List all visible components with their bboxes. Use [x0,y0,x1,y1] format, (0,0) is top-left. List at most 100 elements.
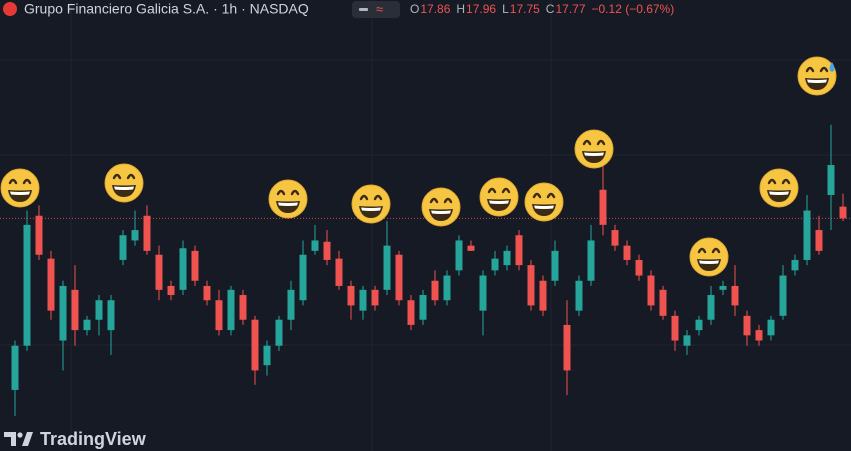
ohlc-value: 17.96 [466,2,496,16]
candle-body [623,245,631,260]
candle-body [815,230,823,251]
candle-body [503,250,511,266]
candle-body [419,295,427,320]
candle-body [671,315,679,341]
candle-body [107,300,115,331]
emoji-marker [351,184,391,224]
price-change: −0.12 (−0.67%) [592,2,675,16]
emoji-marker [759,168,799,208]
candle-body [83,319,91,331]
sweat-drop [829,62,835,72]
candle-body [179,248,187,290]
candle-body [287,289,295,320]
candle-body [479,275,487,311]
candle-body [335,258,343,286]
emoji-markers [0,56,837,277]
candle-body [119,235,127,260]
candle-body [743,315,751,336]
ohlc-legend: O 17.86 H 17.96 L 17.75 C 17.77 −0.12 (−0.67%) [410,2,674,16]
emoji-marker [574,129,614,169]
candle-body [575,280,583,311]
candle-body [839,206,847,219]
candle-body [203,285,211,301]
candle-body [95,300,103,320]
candle-body [227,289,235,331]
candle-body [491,258,499,271]
candle-body [71,289,79,331]
ohlc-value: 17.86 [420,2,450,16]
candle-body [515,235,523,266]
emoji-marker [104,163,144,203]
candle-body [47,258,55,311]
candle-body [143,215,151,251]
candle-body [155,254,163,290]
emoji-marker [421,187,461,227]
candle-body [635,259,643,276]
candle-body [587,240,595,281]
candle-body [611,230,619,246]
candle-body [407,300,415,325]
ohlc-label: L [502,2,509,16]
candle-body [395,254,403,301]
candle-body [191,250,199,281]
candle-body [563,324,571,371]
header-buttons[interactable] [352,1,400,18]
candle-body [59,285,67,341]
ohlc-value: 17.77 [555,2,585,16]
candle-body [131,230,139,241]
candle-body [311,240,319,251]
candle-body [359,289,367,311]
ohlc-label: H [456,2,465,16]
candle-body [383,245,391,290]
candle-body [443,275,451,301]
symbol-logo [3,2,17,16]
candle-body [299,254,307,301]
ohlc-value: 17.75 [510,2,540,16]
candle-body [707,295,715,320]
candle-body [647,275,655,306]
brand-logo: TradingView [4,429,147,449]
candle-body [371,289,379,306]
candle-body [695,319,703,331]
candle-body [539,280,547,311]
hide-icon [359,8,368,11]
symbol-title: Grupo Financiero Galicia S.A. · 1h · NAS… [24,1,309,17]
emoji-marker [797,56,837,96]
candle-body [599,189,607,225]
candle-body [755,330,763,341]
candle-body [263,345,271,366]
header: Grupo Financiero Galicia S.A. · 1h · NAS… [3,1,400,18]
candle-body [803,210,811,260]
candle-body [11,345,19,390]
candle-body [719,285,727,290]
candle-body [251,319,259,371]
emoji-marker [689,237,729,277]
brand-name: TradingView [40,429,147,449]
candle-body [455,240,463,271]
emoji-marker [0,168,40,208]
candle-body [659,289,667,316]
candle-body [347,285,355,306]
emoji-marker [268,179,308,219]
candle-body [827,165,835,195]
wave-icon: ≈ [376,1,383,16]
candle-body [791,259,799,271]
ohlc-label: C [546,2,555,16]
ohlc-label: O [410,2,419,16]
candle-body [323,241,331,260]
candle-body [275,319,283,346]
candle-body [23,224,31,346]
candle-body [779,275,787,316]
emoji-marker [524,182,564,222]
candle-body [167,285,175,296]
emoji-marker [479,177,519,217]
candle-body [239,295,247,320]
candle-body [35,215,43,255]
candle-body [467,245,475,251]
candle-body [683,335,691,346]
candle-body [431,280,439,301]
candle-body [215,300,223,331]
